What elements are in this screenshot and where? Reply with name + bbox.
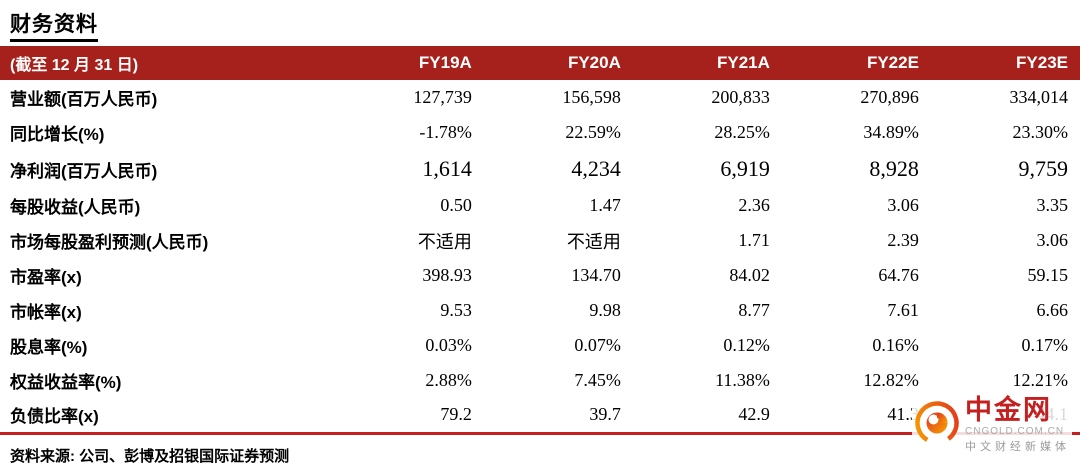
cell-value: 200,833: [711, 87, 770, 107]
row-label: 权益收益率(%): [10, 373, 122, 392]
watermark-tagline: 中文财经新媒体: [965, 441, 1070, 453]
cell-value: 0.12%: [723, 335, 770, 355]
cell-value: 23.30%: [1012, 122, 1069, 142]
cell-value: 22.59%: [565, 122, 621, 142]
cell-value: 270,896: [860, 87, 919, 107]
cell-value: 2.88%: [425, 370, 472, 390]
table-row: 每股收益(人民币) 0.50 1.47 2.36 3.06 3.35: [0, 188, 1080, 223]
column-header-fy23e: FY23E: [930, 46, 1080, 80]
cell-value: 1,614: [422, 156, 472, 181]
cell-value: 不适用: [417, 231, 472, 252]
cell-value: -1.78%: [419, 122, 472, 142]
cell-value: 134.70: [571, 265, 621, 285]
cell-value: 4,234: [571, 156, 621, 181]
row-label: 每股收益(人民币): [10, 198, 141, 217]
row-label: 市盈率(x): [10, 268, 82, 287]
table-row: 同比增长(%) -1.78% 22.59% 28.25% 34.89% 23.3…: [0, 115, 1080, 150]
cell-value: 28.25%: [714, 122, 770, 142]
cell-value: 3.06: [887, 195, 919, 215]
cell-value: 9.53: [440, 300, 472, 320]
cell-value: 6,919: [720, 156, 770, 181]
row-label: 股息率(%): [10, 338, 88, 357]
row-label: 同比增长(%): [10, 125, 105, 144]
cell-value: 0.03%: [425, 335, 472, 355]
cell-value: 84.02: [729, 265, 770, 285]
table-row: 权益收益率(%) 2.88% 7.45% 11.38% 12.82% 12.21…: [0, 363, 1080, 398]
table-row: 营业额(百万人民币) 127,739 156,598 200,833 270,8…: [0, 80, 1080, 115]
column-header-fy21a: FY21A: [632, 46, 782, 80]
cngold-logo-icon: [914, 400, 960, 451]
financial-table: (截至 12 月 31 日) FY19A FY20A FY21A FY22E F…: [0, 46, 1080, 435]
row-label: 市帐率(x): [10, 303, 82, 322]
cell-value: 3.35: [1036, 195, 1069, 215]
cell-value: 42.9: [632, 398, 782, 435]
header-date-label: (截至 12 月 31 日): [0, 46, 335, 80]
row-label: 营业额(百万人民币): [10, 90, 158, 109]
cell-value: 398.93: [422, 265, 472, 285]
cell-value: 1.71: [738, 230, 770, 250]
cell-value: 11.38%: [715, 370, 770, 390]
column-header-fy22e: FY22E: [781, 46, 931, 80]
cell-value: 3.06: [1036, 230, 1069, 250]
cell-value: 9.98: [589, 300, 621, 320]
cell-value: 6.66: [1036, 300, 1069, 320]
column-header-fy20a: FY20A: [483, 46, 633, 80]
cell-value: 2.39: [887, 230, 919, 250]
cell-value: 0.07%: [574, 335, 621, 355]
cell-value: 0.16%: [872, 335, 919, 355]
cngold-watermark: 中金网 CNGOLD.COM.CN 中文财经新媒体: [912, 395, 1072, 454]
cell-value: 39.7: [483, 398, 633, 435]
cell-value: 2.36: [738, 195, 770, 215]
cell-value: 12.21%: [1012, 370, 1069, 390]
cell-value: 不适用: [566, 231, 621, 252]
cell-value: 7.61: [887, 300, 919, 320]
cell-value: 1.47: [589, 195, 621, 215]
table-row: 市盈率(x) 398.93 134.70 84.02 64.76 59.15: [0, 258, 1080, 293]
row-label: 市场每股盈利预测(人民币): [10, 233, 209, 252]
table-row: 净利润(百万人民币) 1,614 4,234 6,919 8,928 9,759: [0, 150, 1080, 188]
cell-value: 8,928: [869, 156, 919, 181]
column-header-fy19a: FY19A: [334, 46, 484, 80]
cell-value: 59.15: [1027, 265, 1069, 285]
row-label: 净利润(百万人民币): [10, 161, 158, 181]
cell-value: 9,759: [1018, 156, 1069, 181]
watermark-name: 中金网: [965, 395, 1052, 425]
cell-value: 127,739: [413, 87, 472, 107]
cell-value: 64.76: [878, 265, 919, 285]
cell-value: 334,014: [1009, 87, 1069, 107]
source-note: 资料来源: 公司、彭博及招银国际证券预测: [10, 447, 290, 465]
table-row: 股息率(%) 0.03% 0.07% 0.12% 0.16% 0.17%: [0, 328, 1080, 363]
cell-value: 8.77: [738, 300, 770, 320]
page-title: 财务资料: [10, 8, 98, 42]
cell-value: 79.2: [334, 398, 484, 435]
cell-value: 41.3: [781, 398, 931, 435]
cell-value: 12.82%: [863, 370, 919, 390]
table-row: 市场每股盈利预测(人民币) 不适用 不适用 1.71 2.39 3.06: [0, 223, 1080, 258]
cell-value: 0.50: [440, 195, 472, 215]
table-header-row: (截至 12 月 31 日) FY19A FY20A FY21A FY22E F…: [0, 46, 1080, 80]
row-label: 负债比率(x): [0, 398, 335, 435]
table-row: 市帐率(x) 9.53 9.98 8.77 7.61 6.66: [0, 293, 1080, 328]
cell-value: 7.45%: [574, 370, 621, 390]
watermark-text: 中金网 CNGOLD.COM.CN 中文财经新媒体: [965, 397, 1070, 454]
cell-value: 156,598: [562, 87, 621, 107]
cell-value: 0.17%: [1021, 335, 1069, 355]
watermark-domain: CNGOLD.COM.CN: [965, 426, 1065, 437]
cell-value: 34.89%: [863, 122, 919, 142]
